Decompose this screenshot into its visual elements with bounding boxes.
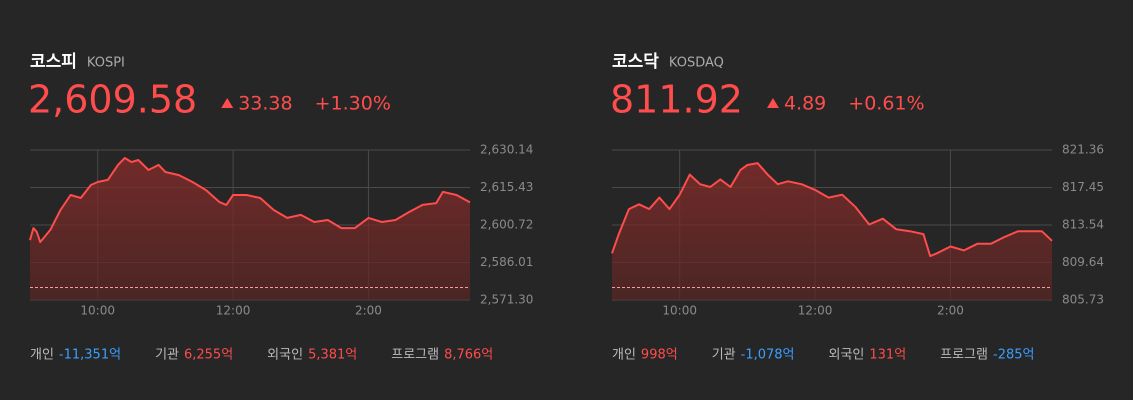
y-tick-label: 2,630.14	[480, 143, 533, 157]
change-percent: +0.61%	[848, 93, 924, 115]
price: 2,609.58	[28, 78, 197, 122]
flow-value: 8,766억	[444, 348, 493, 363]
x-tick-label: 2:00	[937, 304, 964, 318]
flow-label: 외국인	[267, 348, 303, 363]
market-code: KOSDAQ	[669, 56, 724, 71]
flow-value: 6,255억	[184, 348, 233, 363]
price-line	[29, 157, 471, 244]
y-tick-label: 805.73	[1062, 293, 1104, 307]
flow-label: 프로그램	[391, 348, 439, 363]
flow-label: 개인	[30, 348, 54, 363]
flow-value: 998억	[641, 348, 678, 363]
market-title: 코스피	[30, 52, 77, 72]
change-percent: +1.30%	[315, 93, 391, 115]
area-fill	[612, 163, 1052, 300]
y-tick-label: 2,600.72	[480, 218, 533, 232]
area-fill	[30, 158, 470, 300]
x-tick-label: 12:00	[216, 304, 251, 318]
flow-label: 프로그램	[940, 348, 988, 363]
x-tick-label: 2:00	[355, 304, 382, 318]
y-tick-label: 817.45	[1062, 180, 1104, 194]
x-tick-label: 10:00	[662, 304, 697, 318]
flow-value: 131억	[869, 348, 906, 363]
change: 33.38	[238, 93, 292, 115]
market-code: KOSPI	[87, 56, 125, 71]
price-line	[611, 162, 1053, 258]
up-arrow	[766, 98, 779, 108]
price: 811.92	[610, 78, 743, 122]
flow-label: 개인	[612, 348, 636, 363]
y-tick-label: 2,586.01	[480, 255, 533, 269]
flow-label: 기관	[155, 348, 179, 363]
x-tick-label: 12:00	[798, 304, 833, 318]
y-tick-label: 813.54	[1062, 218, 1104, 232]
up-arrow	[221, 98, 234, 108]
flow-value: -11,351억	[59, 348, 121, 363]
y-tick-label: 821.36	[1062, 143, 1104, 157]
y-tick-label: 2,615.43	[480, 180, 533, 194]
x-tick-label: 10:00	[80, 304, 115, 318]
y-tick-label: 809.64	[1062, 255, 1104, 269]
flow-value: -285억	[993, 348, 1034, 363]
market-title: 코스닥	[612, 52, 659, 72]
y-tick-label: 2,571.30	[480, 293, 533, 307]
flow-label: 기관	[712, 348, 736, 363]
flow-label: 외국인	[829, 348, 865, 363]
flow-value: 5,381억	[308, 348, 357, 363]
flow-value: -1,078억	[741, 348, 795, 363]
change: 4.89	[784, 93, 826, 115]
